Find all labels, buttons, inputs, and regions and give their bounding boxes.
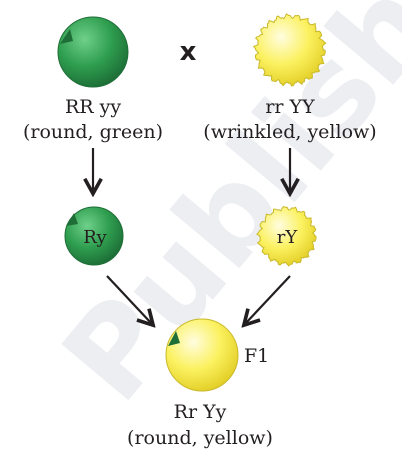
- offspring-genotype: Rr Yy: [174, 401, 227, 423]
- pea-hilum-icon: [66, 213, 78, 226]
- cross-symbol: x: [180, 37, 197, 67]
- offspring-phenotype: (round, yellow): [127, 427, 273, 449]
- gamete-green-label: Ry: [83, 227, 107, 248]
- parent-yellow-phenotype: (wrinkled, yellow): [203, 121, 376, 143]
- pea-hilum-icon: [60, 29, 73, 44]
- gamete-green: Ry: [64, 206, 124, 266]
- offspring-generation-label: F1: [244, 345, 269, 367]
- parent-yellow-genotype: rr YY: [265, 96, 315, 118]
- offspring-f1-pea: [165, 318, 239, 392]
- parent-green-phenotype: (round, green): [23, 121, 163, 143]
- arrow-gamete-green-to-f1: [106, 275, 152, 324]
- parent-green-pea: [57, 16, 129, 88]
- gamete-yellow: rY: [256, 205, 317, 267]
- parent-green-genotype: RR yy: [65, 96, 121, 118]
- arrow-gamete-yellow-to-f1: [245, 275, 291, 324]
- pea-hilum-icon: [168, 331, 180, 346]
- gamete-yellow-label: rY: [277, 227, 299, 248]
- parent-yellow-pea: [252, 13, 327, 87]
